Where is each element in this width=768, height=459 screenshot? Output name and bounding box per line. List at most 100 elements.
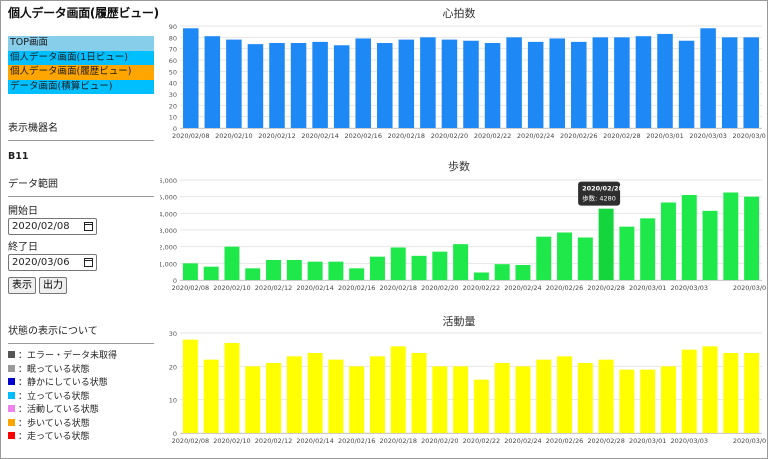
x-tick-label: 2020/02/26: [546, 284, 583, 292]
activity-bar: [307, 353, 323, 433]
x-tick-label: 2020/03/01: [646, 132, 683, 140]
activity-bar: [349, 366, 365, 433]
heart-rate-bar: [484, 43, 501, 128]
calendar-icon[interactable]: [84, 258, 93, 267]
activity-bar: [536, 359, 552, 433]
x-tick-label: 2020/02/20: [421, 437, 458, 445]
heart-rate-bar: [592, 37, 609, 129]
y-tick-label: 2,000: [160, 244, 177, 252]
legend-swatch: [8, 351, 15, 359]
activity-bar: [598, 359, 614, 433]
steps-bar: [640, 218, 656, 280]
nav-item-daily-view[interactable]: 個人データ画面(1日ビュー): [8, 50, 154, 65]
end-date-label: 終了日: [8, 242, 38, 253]
activity-bar: [203, 359, 219, 433]
steps-bar: [203, 266, 219, 280]
end-date-value: 2020/03/06: [12, 257, 70, 268]
display-button[interactable]: 表示: [8, 277, 36, 294]
heart-rate-bar: [377, 43, 393, 128]
x-tick-label: 2020/02/28: [587, 437, 624, 445]
page-title: 個人データ画面(履歴ビュー): [8, 6, 159, 20]
activity-bar: [390, 346, 406, 433]
activity-bar: [744, 353, 760, 433]
y-tick-label: 90: [169, 23, 177, 31]
nav-item-history-view[interactable]: 個人データ画面(履歴ビュー): [8, 65, 154, 80]
tooltip-value: 歩数: 4280: [582, 194, 616, 203]
x-tick-label: 2020/02/18: [388, 132, 425, 140]
y-tick-label: 10: [169, 114, 177, 122]
x-tick-label: 2020/02/28: [587, 284, 624, 292]
heart-rate-bar: [635, 36, 652, 129]
x-tick-label: 2020/02/08: [172, 437, 209, 445]
x-tick-label: 2020/02/16: [344, 132, 381, 140]
x-tick-label: 2020/03/03: [671, 437, 708, 445]
legend-item-active: ：活動している状態: [8, 402, 154, 416]
heart-rate-bar: [226, 39, 242, 128]
end-date-input[interactable]: 2020/03/06: [8, 254, 97, 271]
tooltip-box: [578, 181, 621, 206]
legend-swatch: [8, 364, 15, 372]
steps-bar: [702, 210, 718, 280]
charts-area: 心拍数 0 10 20 30 40 50 60 70 80 90 2020/02/08 2020/02/…: [160, 0, 766, 459]
x-tick-label: 2020/02/10: [213, 284, 250, 292]
activity-bar: [702, 346, 718, 433]
steps-bar: [328, 261, 344, 280]
heart-rate-bar: [657, 33, 673, 128]
heart-rate-bar: [290, 43, 307, 128]
status-legend-title: 状態の表示について: [8, 322, 154, 344]
legend-swatch: [8, 405, 15, 413]
nav-menu: TOP画面 個人データ画面(1日ビュー) 個人データ画面(履歴ビュー) データ画…: [8, 36, 154, 94]
heart-rate-bar: [721, 37, 738, 129]
y-tick-label: 40: [169, 80, 177, 88]
x-tick-label: 2020/02/24: [517, 132, 554, 140]
activity-bar: [224, 343, 240, 433]
tooltip-date: 2020/02/28: [582, 185, 623, 193]
steps-bar: [660, 202, 676, 280]
legend-item-error: ：エラー・データ未取得: [8, 348, 154, 362]
steps-bar: [473, 272, 489, 280]
nav-item-cumulative-view[interactable]: データ画面(積算ビュー): [8, 79, 154, 94]
steps-chart-title: 歩数: [448, 159, 470, 173]
steps-bar: [557, 232, 573, 280]
x-tick-label: 2020/02/18: [380, 284, 417, 292]
activity-bar: [369, 356, 385, 433]
activity-bar: [557, 356, 573, 433]
steps-bar: [577, 237, 593, 280]
legend-swatch: [8, 378, 15, 386]
legend-swatch: [8, 432, 15, 440]
start-date-input[interactable]: 2020/02/08: [8, 218, 97, 235]
y-tick-label: 10: [169, 397, 177, 405]
y-tick-label: 70: [169, 46, 177, 54]
legend-item-walking: ：歩いている状態: [8, 416, 154, 430]
x-tick-label: 2020/02/16: [338, 437, 375, 445]
heart-rate-bar: [441, 39, 458, 128]
action-buttons: 表示 出力: [8, 277, 154, 294]
output-button[interactable]: 出力: [39, 277, 67, 294]
steps-bar: [369, 256, 385, 280]
nav-item-top[interactable]: TOP画面: [8, 36, 154, 51]
start-date-label: 開始日: [8, 206, 38, 217]
calendar-icon[interactable]: [84, 222, 93, 231]
heart-rate-bar: [678, 40, 695, 128]
activity-chart-title: 活動量: [443, 314, 476, 328]
activity-bar: [681, 349, 697, 433]
activity-bar: [619, 369, 635, 433]
legend-item-quiet: ：静かにしている状態: [8, 375, 154, 389]
y-tick-label: 20: [169, 102, 177, 110]
steps-bar: [515, 265, 531, 280]
x-tick-label: 2020/03/06: [733, 284, 766, 292]
steps-bar: [453, 244, 469, 280]
heart-rate-bar: [398, 39, 415, 128]
activity-bar: [328, 359, 344, 433]
steps-bar: [245, 268, 261, 280]
steps-bar: [411, 255, 427, 280]
heart-rate-bar: [614, 37, 630, 129]
activity-bar: [453, 366, 469, 433]
heart-rate-bar: [312, 41, 328, 128]
y-tick-label: 0: [173, 430, 177, 438]
activity-bar: [640, 369, 656, 433]
y-tick-label: 30: [169, 330, 177, 338]
heart-rate-bar: [247, 44, 264, 129]
y-tick-label: 0: [173, 277, 177, 285]
